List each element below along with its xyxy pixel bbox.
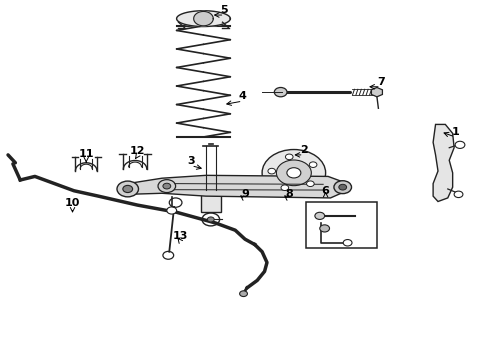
Circle shape bbox=[343, 239, 352, 246]
Circle shape bbox=[307, 181, 314, 186]
Polygon shape bbox=[128, 175, 343, 198]
Circle shape bbox=[339, 184, 346, 190]
Circle shape bbox=[454, 191, 463, 198]
Circle shape bbox=[320, 225, 330, 232]
Polygon shape bbox=[433, 125, 454, 202]
Circle shape bbox=[123, 185, 133, 193]
Text: 6: 6 bbox=[321, 186, 330, 196]
Text: 9: 9 bbox=[241, 189, 249, 199]
Text: 12: 12 bbox=[130, 145, 145, 156]
Text: 11: 11 bbox=[78, 149, 94, 159]
Text: 5: 5 bbox=[220, 5, 228, 15]
Circle shape bbox=[207, 217, 214, 222]
Circle shape bbox=[309, 162, 317, 167]
Text: 4: 4 bbox=[239, 91, 246, 101]
Circle shape bbox=[455, 141, 465, 148]
Polygon shape bbox=[371, 87, 382, 97]
Circle shape bbox=[167, 207, 176, 214]
Circle shape bbox=[281, 185, 289, 190]
Bar bbox=[306, 202, 377, 248]
Circle shape bbox=[315, 212, 325, 220]
Circle shape bbox=[287, 168, 301, 178]
Circle shape bbox=[268, 168, 275, 174]
Circle shape bbox=[274, 87, 287, 97]
Text: 7: 7 bbox=[377, 77, 385, 87]
Polygon shape bbox=[194, 12, 213, 26]
Text: 2: 2 bbox=[300, 145, 308, 155]
Text: 13: 13 bbox=[172, 231, 188, 241]
Text: 8: 8 bbox=[285, 189, 293, 199]
Circle shape bbox=[117, 181, 139, 197]
Circle shape bbox=[334, 181, 351, 194]
Circle shape bbox=[158, 180, 175, 193]
Circle shape bbox=[262, 149, 326, 196]
Circle shape bbox=[163, 183, 171, 189]
Circle shape bbox=[276, 160, 311, 186]
Circle shape bbox=[240, 291, 247, 297]
Circle shape bbox=[286, 154, 293, 160]
Polygon shape bbox=[176, 11, 230, 27]
Text: 1: 1 bbox=[451, 127, 459, 137]
Polygon shape bbox=[201, 189, 220, 212]
Text: 3: 3 bbox=[188, 156, 195, 166]
Text: 10: 10 bbox=[65, 198, 80, 208]
